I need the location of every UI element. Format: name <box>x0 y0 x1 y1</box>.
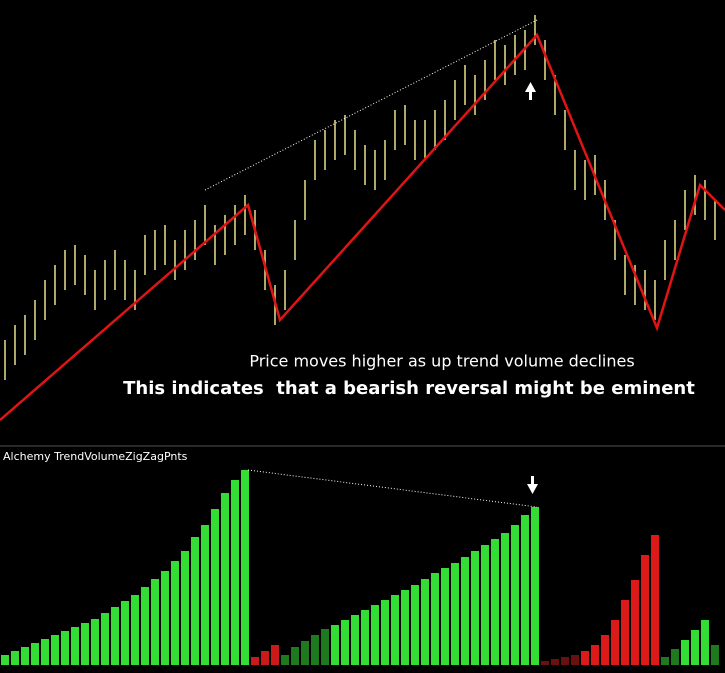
volume-bar <box>351 615 359 665</box>
volume-bar <box>181 551 189 665</box>
volume-bar <box>381 600 389 665</box>
volume-bar <box>281 655 289 665</box>
volume-bar <box>21 647 29 665</box>
trend-line <box>247 469 538 508</box>
volume-bar <box>201 525 209 665</box>
up-arrow <box>525 82 536 100</box>
volume-bar <box>131 595 139 665</box>
volume-bar <box>541 661 549 665</box>
volume-bar <box>701 620 709 665</box>
volume-bar <box>401 590 409 665</box>
volume-bar <box>391 595 399 665</box>
volume-bar <box>681 640 689 665</box>
volume-bar <box>561 657 569 665</box>
volume-bar <box>331 625 339 665</box>
volume-bar <box>711 645 719 665</box>
volume-bar <box>571 655 579 665</box>
volume-bar <box>321 629 329 665</box>
volume-bar <box>521 515 529 665</box>
volume-bar <box>271 645 279 665</box>
volume-bar <box>91 619 99 665</box>
volume-bar <box>221 493 229 665</box>
volume-bar <box>671 649 679 665</box>
volume-bar <box>661 657 669 665</box>
volume-bar <box>651 535 659 665</box>
volume-bar <box>211 509 219 665</box>
volume-bar <box>61 631 69 665</box>
annotation: This indicates that a bearish reversal m… <box>123 378 695 399</box>
volume-bar <box>71 627 79 665</box>
volume-bar <box>621 600 629 665</box>
volume-bar <box>511 525 519 665</box>
volume-bar <box>261 651 269 665</box>
volume-bar <box>441 568 449 665</box>
volume-bar <box>111 607 119 665</box>
volume-bar <box>591 645 599 665</box>
volume-bar <box>121 601 129 665</box>
volume-bar <box>51 635 59 665</box>
volume-bar <box>11 651 19 665</box>
indicator-title: Alchemy TrendVolumeZigZagPnts <box>3 450 188 463</box>
volume-bar <box>551 659 559 665</box>
volume-bar <box>581 651 589 665</box>
volume-bar <box>631 580 639 665</box>
volume-bar <box>361 610 369 665</box>
volume-bar <box>501 533 509 665</box>
volume-bar <box>101 613 109 665</box>
volume-bar <box>371 605 379 665</box>
volume-bar <box>451 563 459 665</box>
volume-bar <box>311 635 319 665</box>
volume-bar <box>481 545 489 665</box>
zigzag-line <box>0 32 725 421</box>
volume-bar <box>471 551 479 665</box>
volume-bar <box>341 620 349 665</box>
volume-bar <box>41 639 49 665</box>
volume-bar <box>301 641 309 665</box>
trend-line <box>204 19 538 191</box>
volume-bar <box>231 480 239 665</box>
volume-bar <box>151 579 159 665</box>
volume-bar <box>291 647 299 665</box>
volume-bar <box>161 571 169 665</box>
annotation: Price moves higher as up trend volume de… <box>249 352 634 371</box>
down-arrow <box>527 476 538 494</box>
volume-bar <box>421 579 429 665</box>
volume-bar <box>251 657 259 665</box>
volume-bar <box>691 630 699 665</box>
volume-bar <box>141 587 149 665</box>
volume-bar <box>641 555 649 665</box>
volume-bar <box>411 585 419 665</box>
volume-bar <box>491 539 499 665</box>
volume-bar <box>531 507 539 665</box>
volume-bar <box>31 643 39 665</box>
volume-bar <box>241 470 249 665</box>
volume-bar <box>611 620 619 665</box>
volume-bar <box>461 557 469 665</box>
volume-bar <box>191 537 199 665</box>
volume-bar <box>431 573 439 665</box>
volume-bar <box>171 561 179 665</box>
volume-bar <box>1 655 9 665</box>
volume-bar <box>81 623 89 665</box>
volume-bar <box>601 635 609 665</box>
